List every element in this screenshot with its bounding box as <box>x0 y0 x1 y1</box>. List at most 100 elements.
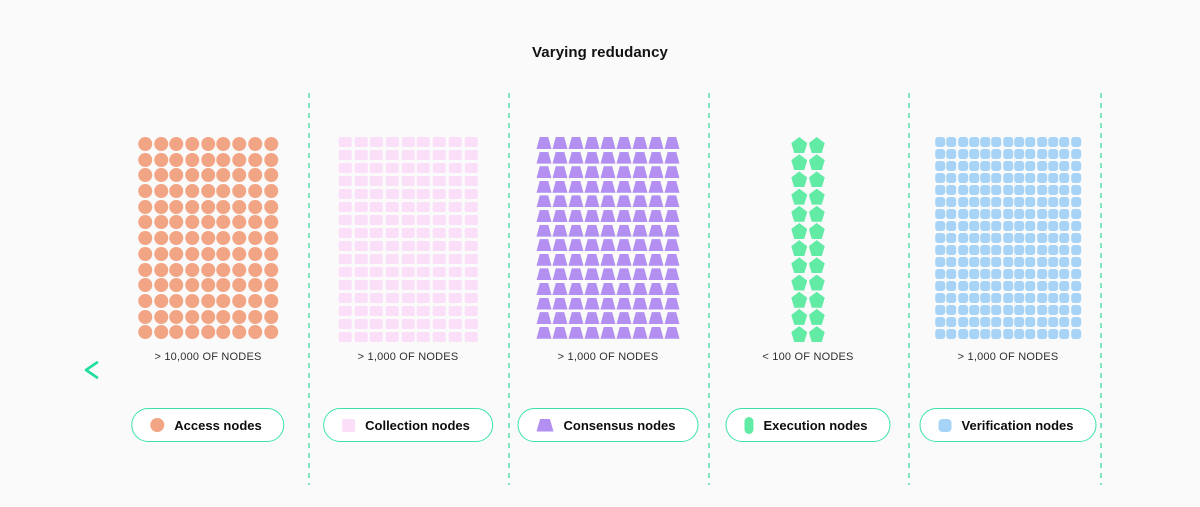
access-node-circle-icon <box>153 152 168 167</box>
verification-node-rounded-square-icon <box>1048 305 1059 315</box>
collection-node-rect-icon <box>464 267 478 277</box>
collection-node-rect-icon <box>401 163 415 173</box>
verification-node-rounded-square-icon <box>969 245 980 255</box>
dashed-separator-5 <box>1100 93 1102 485</box>
execution-node-pentagon-icon <box>791 308 808 325</box>
access-node-circle-icon <box>248 246 263 261</box>
collection-node-rect-icon <box>464 306 478 316</box>
collection-node-rect-icon <box>401 176 415 186</box>
verification-node-rounded-square-icon <box>1048 293 1059 303</box>
verification-node-rounded-square-icon <box>1048 245 1059 255</box>
collection-node-rect-icon <box>432 202 446 212</box>
consensus-node-trapezoid-icon <box>616 195 632 208</box>
access-node-circle-icon <box>185 168 200 183</box>
verification-node-rounded-square-icon <box>1003 173 1013 183</box>
access-node-circle-icon <box>169 293 184 308</box>
verification-node-rounded-square-icon <box>957 173 968 183</box>
collection-node-rect-icon <box>370 202 384 212</box>
consensus-node-trapezoid-icon <box>600 297 616 310</box>
collection-node-rect-icon <box>401 332 415 342</box>
consensus-node-trapezoid-icon <box>568 209 584 222</box>
verification-node-rounded-square-icon <box>957 269 968 279</box>
collection-node-rect-icon <box>354 202 368 212</box>
access-node-circle-icon <box>201 152 215 167</box>
access-node-circle-icon <box>153 184 168 199</box>
collection-node-rect-icon <box>370 163 384 173</box>
verification-node-rounded-square-icon <box>1003 149 1013 159</box>
verification-node-rounded-square-icon <box>957 257 968 267</box>
execution-node-pentagon-icon <box>791 205 808 222</box>
verification-node-rounded-square-icon <box>935 233 946 243</box>
verification-node-rounded-square-icon <box>1036 293 1047 303</box>
verification-node-rounded-square-icon <box>1036 257 1047 267</box>
dashed-separator-3 <box>708 93 710 485</box>
access-node-circle-icon <box>185 231 200 246</box>
collection-node-rect-icon <box>448 254 462 264</box>
access-node-circle-icon <box>185 152 200 167</box>
consensus-node-trapezoid-icon <box>648 297 664 310</box>
verification-node-rounded-square-icon <box>1036 173 1047 183</box>
collection-node-rect-icon <box>448 150 462 160</box>
verification-node-rounded-square-icon <box>1003 317 1013 327</box>
collection-node-rect-icon <box>432 215 446 225</box>
verification-node-rounded-square-icon <box>1003 233 1013 243</box>
section-verification-nodes: > 1,000 OF NODES Verification nodes <box>908 0 1108 507</box>
verification-node-rounded-square-icon <box>1025 197 1036 207</box>
consensus-node-trapezoid-icon <box>568 253 584 266</box>
consensus-node-trapezoid-icon <box>600 151 616 164</box>
access-node-circle-icon <box>216 137 231 151</box>
collection-node-rect-icon <box>401 241 415 251</box>
verification-node-rounded-square-icon <box>980 197 991 207</box>
execution-node-pentagon-icon <box>791 188 808 205</box>
collection-node-rect-icon <box>385 306 399 316</box>
collection-node-rect-icon <box>354 215 368 225</box>
collection-node-rect-icon <box>448 319 462 329</box>
dashed-separator-1 <box>308 93 310 485</box>
consensus-node-trapezoid-icon <box>568 166 584 179</box>
collection-node-rect-icon <box>448 163 462 173</box>
execution-legend-pill: Execution nodes <box>725 408 891 442</box>
consensus-node-trapezoid-icon <box>584 180 600 193</box>
verification-node-rounded-square-icon <box>1059 329 1070 339</box>
verification-node-rounded-square-icon <box>957 293 968 303</box>
access-node-circle-icon <box>216 262 231 277</box>
verification-node-rounded-square-icon <box>1003 221 1013 231</box>
verification-node-rounded-square-icon <box>935 197 946 207</box>
collection-node-rect-icon <box>464 202 478 212</box>
collection-node-rect-icon <box>417 137 431 147</box>
execution-capsule-icon <box>744 416 754 434</box>
access-node-circle-icon <box>263 293 278 308</box>
consensus-node-trapezoid-icon <box>584 297 600 310</box>
execution-node-pentagon-icon <box>808 154 825 171</box>
consensus-node-trapezoid-icon <box>616 282 632 295</box>
execution-count-label: < 100 OF NODES <box>762 351 854 363</box>
consensus-node-trapezoid-icon <box>536 297 552 310</box>
verification-node-rounded-square-icon <box>1014 317 1025 327</box>
collection-count-label: > 1,000 OF NODES <box>357 351 459 363</box>
collection-node-rect-icon <box>432 163 446 173</box>
consensus-node-trapezoid-icon <box>632 312 648 325</box>
collection-node-rect-icon <box>354 319 368 329</box>
execution-node-pentagon-icon <box>791 291 808 308</box>
verification-node-rounded-square-icon <box>1048 137 1059 147</box>
collection-node-rect-icon <box>432 267 446 277</box>
collection-node-rect-icon <box>417 254 431 264</box>
access-node-circle-icon <box>138 262 153 277</box>
verification-node-rounded-square-icon <box>1036 197 1047 207</box>
verification-node-rounded-square-icon <box>969 305 980 315</box>
access-legend-pill: Access nodes <box>131 408 285 442</box>
verification-node-rounded-square-icon <box>1070 281 1081 291</box>
collection-node-rect-icon <box>448 176 462 186</box>
access-node-circle-icon <box>201 246 215 261</box>
access-node-circle-icon <box>263 152 278 167</box>
consensus-node-trapezoid-icon <box>648 239 664 252</box>
collection-node-rect-icon <box>464 293 478 303</box>
collection-node-rect-icon <box>448 137 462 147</box>
verification-node-rounded-square-icon <box>980 305 991 315</box>
verification-node-rounded-square-icon <box>991 149 1002 159</box>
collection-node-rect-icon <box>417 319 431 329</box>
access-node-circle-icon <box>232 215 247 230</box>
execution-node-pentagon-icon <box>808 205 825 222</box>
verification-node-rounded-square-icon <box>1003 269 1013 279</box>
verification-node-rounded-square-icon <box>991 317 1002 327</box>
